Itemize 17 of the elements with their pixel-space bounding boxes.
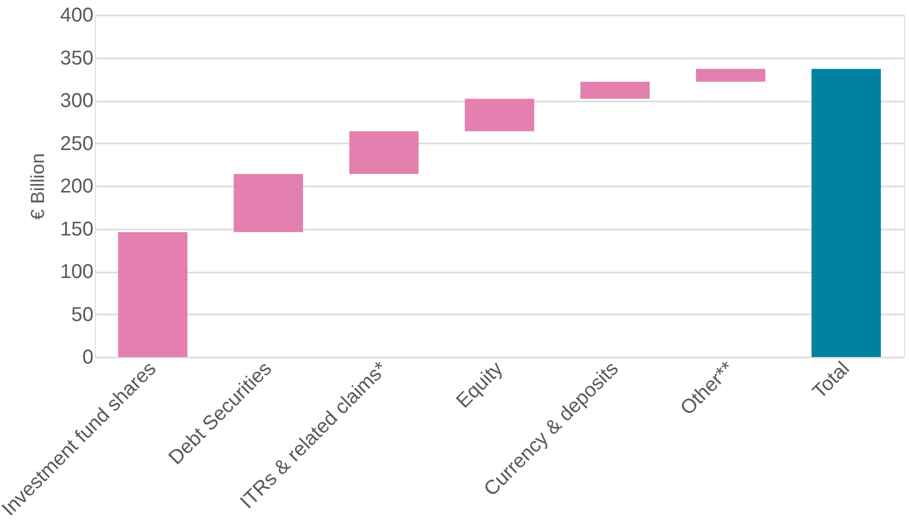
y-tick-label: 100: [60, 261, 94, 283]
y-tick-label: 150: [60, 218, 94, 240]
bar: [118, 232, 188, 357]
bar: [812, 68, 881, 357]
bar: [580, 82, 650, 99]
y-tick-label: 400: [60, 4, 94, 26]
y-tick-label: 300: [60, 90, 94, 112]
bar: [696, 68, 766, 82]
bar: [464, 98, 534, 132]
y-tick-label: 250: [60, 132, 94, 155]
y-tick-label: 50: [71, 304, 94, 326]
y-axis-title: € Billion: [28, 153, 50, 220]
bar: [234, 174, 304, 232]
y-tick-label: 350: [60, 47, 94, 70]
y-tick-label: 200: [60, 176, 94, 198]
bar: [349, 131, 419, 174]
y-tick-label: 0: [82, 346, 94, 368]
